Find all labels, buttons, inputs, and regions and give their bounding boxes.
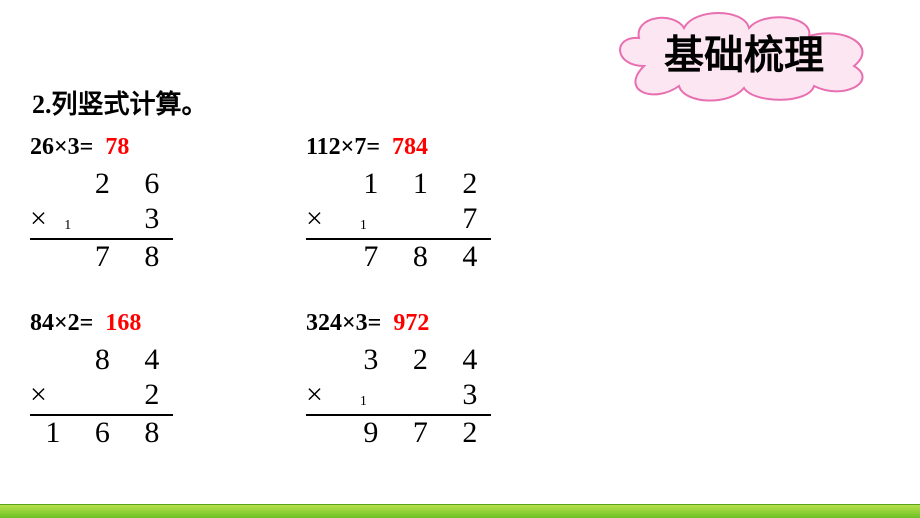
vertical-calc: 3 2 4× 31 9 7 2 [306,343,491,451]
multiplicand-row: 8 4 [30,343,173,378]
multiplier-row: × 2 [30,378,173,413]
multiplier-row: × 71 [306,202,491,237]
carry-digit: 1 [360,218,367,234]
question-prompt: 2.列竖式计算。 [32,84,208,121]
expression-label: 84×2= [30,310,93,336]
multiplicand-row: 1 1 2 [306,167,491,202]
product-row: 1 6 8 [30,416,173,451]
answer-value: 168 [105,310,141,336]
answer-value: 78 [105,134,129,160]
equation-line: 112×7= 784 [306,134,491,161]
expression-label: 324×3= [306,310,381,336]
multiplier-row: × 31 [306,378,491,413]
equation-line: 26×3= 78 [30,134,173,161]
problem-p1: 26×3= 78 2 6× 31 7 8 [30,134,173,275]
carry-digit: 1 [64,218,71,234]
answer-value: 972 [393,310,429,336]
answer-value: 784 [392,134,428,160]
section-badge-text: 基础梳理 [664,23,824,81]
product-row: 9 7 2 [306,416,491,451]
multiplicand-row: 2 6 [30,167,173,202]
vertical-calc: 2 6× 31 7 8 [30,167,173,275]
problem-p4: 324×3= 972 3 2 4× 31 9 7 2 [306,310,491,451]
carry-digit: 1 [360,394,367,410]
equation-line: 324×3= 972 [306,310,491,337]
problem-p2: 112×7= 784 1 1 2× 71 7 8 4 [306,134,491,275]
section-badge: 基础梳理 [604,6,884,102]
multiplicand-row: 3 2 4 [306,343,491,378]
product-row: 7 8 4 [306,240,491,275]
vertical-calc: 1 1 2× 71 7 8 4 [306,167,491,275]
expression-label: 112×7= [306,134,380,160]
problem-p3: 84×2= 168 8 4× 21 6 8 [30,310,173,451]
equation-line: 84×2= 168 [30,310,173,337]
footer-bar [0,504,920,518]
vertical-calc: 8 4× 21 6 8 [30,343,173,451]
multiplier-row: × 31 [30,202,173,237]
expression-label: 26×3= [30,134,93,160]
product-row: 7 8 [30,240,173,275]
